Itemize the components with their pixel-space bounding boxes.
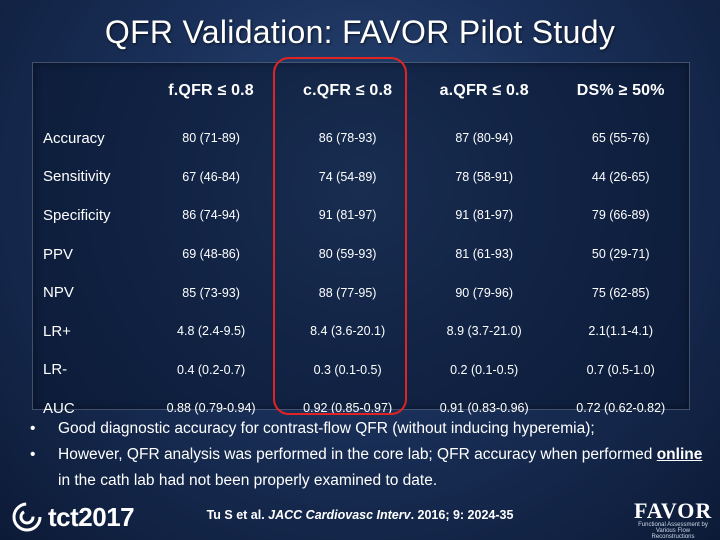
table-cell: 8.9 (3.7-21.0) [446, 324, 522, 339]
bullet-item: • However, QFR analysis was performed in… [26, 442, 706, 494]
row-label-auc: AUC [43, 399, 75, 417]
table-row: LR+ 4.8 (2.4-9.5) 8.4 (3.6-20.1) 8.9 (3.… [33, 312, 689, 351]
table-cell: 86 (78-93) [318, 131, 377, 146]
citation-authors: Tu S et al. [206, 508, 269, 522]
table-cell: 91 (81-97) [455, 208, 514, 223]
table-cell: 2.1(1.1-4.1) [588, 324, 654, 339]
table-row: AUC 0.88 (0.79-0.94) 0.92 (0.85-0.97) 0.… [33, 389, 689, 428]
table-cell: 88 (77-95) [318, 285, 377, 300]
header-metric [33, 63, 143, 119]
favor-logo-text: FAVOR [634, 498, 713, 523]
row-label-npv: NPV [43, 284, 74, 302]
table-cell: 75 (62-85) [591, 285, 650, 300]
row-label-lr-plus: LR+ [43, 322, 71, 340]
table-cell: 44 (26-65) [591, 169, 650, 184]
bullet-text: Good diagnostic accuracy for contrast-fl… [58, 420, 595, 437]
table-cell: 85 (73-93) [182, 285, 240, 300]
favor-logo: FAVOR Functional Assessment by Various F… [634, 498, 712, 540]
favor-logo-subtitle: Functional Assessment by Various Flow Re… [638, 522, 708, 540]
citation: Tu S et al. JACC Cardiovasc Interv. 2016… [0, 508, 720, 522]
bullet-text-start: However, QFR analysis was performed in t… [58, 446, 657, 463]
table-row: Specificity 86 (74-94) 91 (81-97) 91 (81… [33, 196, 689, 235]
table-cell: 79 (66-89) [591, 208, 650, 223]
row-label-specificity: Specificity [43, 206, 111, 224]
bullet-emphasis-online: online [656, 446, 703, 463]
table-cell: 50 (29-71) [591, 247, 650, 262]
row-label-lr-minus: LR- [43, 361, 68, 379]
table-cell: 0.4 (0.2-0.7) [177, 362, 246, 377]
table-cell: 0.91 (0.83-0.96) [439, 401, 529, 416]
table-cell: 74 (54-89) [318, 169, 377, 184]
table-cell: 67 (46-84) [182, 169, 240, 184]
table-cell: 0.92 (0.85-0.97) [303, 401, 393, 416]
table-cell: 4.8 (2.4-9.5) [177, 324, 246, 339]
table-cell: 0.3 (0.1-0.5) [313, 362, 382, 377]
bullet-dot-icon: • [30, 420, 36, 437]
slide-title: QFR Validation: FAVOR Pilot Study [104, 14, 616, 50]
header-fqfr: f.QFR ≤ 0.8 [168, 82, 254, 99]
table-cell: 78 (58-91) [455, 169, 514, 184]
table-row: Sensitivity 67 (46-84) 74 (54-89) 78 (58… [33, 158, 689, 197]
row-label-ppv: PPV [43, 245, 74, 263]
table-cell: 69 (48-86) [182, 247, 240, 262]
row-label-accuracy: Accuracy [43, 129, 105, 147]
table-row: PPV 69 (48-86) 80 (59-93) 81 (61-93) 50 … [33, 235, 689, 274]
table-cell: 8.4 (3.6-20.1) [310, 324, 386, 339]
table-header-row: f.QFR ≤ 0.8 c.QFR ≤ 0.8 a.QFR ≤ 0.8 DS% … [33, 63, 689, 119]
results-table: f.QFR ≤ 0.8 c.QFR ≤ 0.8 a.QFR ≤ 0.8 DS% … [33, 63, 689, 428]
tct-logo: tct2017 [12, 500, 135, 534]
table-cell: 90 (79-96) [455, 285, 514, 300]
results-table-panel: f.QFR ≤ 0.8 c.QFR ≤ 0.8 a.QFR ≤ 0.8 DS% … [32, 62, 690, 417]
table-row: Accuracy 80 (71-89) 86 (78-93) 87 (80-94… [33, 119, 689, 158]
table-cell: 80 (71-89) [182, 131, 240, 146]
citation-journal: JACC Cardiovasc Interv [268, 508, 411, 522]
header-cqfr: c.QFR ≤ 0.8 [303, 82, 393, 99]
tct-logo-text: tct2017 [48, 501, 135, 532]
table-cell: 81 (61-93) [455, 247, 514, 262]
header-aqfr: a.QFR ≤ 0.8 [439, 82, 529, 99]
table-row: NPV 85 (73-93) 88 (77-95) 90 (79-96) 75 … [33, 273, 689, 312]
header-ds: DS% ≥ 50% [576, 82, 665, 99]
table-cell: 0.88 (0.79-0.94) [166, 401, 256, 416]
table-cell: 86 (74-94) [182, 208, 240, 223]
bullet-item: • Good diagnostic accuracy for contrast-… [26, 416, 706, 442]
table-cell: 91 (81-97) [318, 208, 377, 223]
table-cell: 65 (55-76) [591, 131, 650, 146]
table-cell: 87 (80-94) [455, 131, 514, 146]
table-cell: 0.72 (0.62-0.82) [576, 401, 666, 416]
table-cell: 0.2 (0.1-0.5) [450, 362, 519, 377]
row-label-sensitivity: Sensitivity [43, 168, 111, 186]
bullet-text-end: in the cath lab had not been properly ex… [58, 472, 438, 489]
table-row: LR- 0.4 (0.2-0.7) 0.3 (0.1-0.5) 0.2 (0.1… [33, 351, 689, 390]
citation-details: . 2016; 9: 2024-35 [410, 508, 514, 522]
table-cell: 80 (59-93) [318, 247, 377, 262]
tct-swirl-icon [12, 502, 42, 532]
bullet-list: • Good diagnostic accuracy for contrast-… [26, 416, 706, 494]
table-cell: 0.7 (0.5-1.0) [586, 362, 655, 377]
bullet-dot-icon: • [30, 446, 36, 463]
